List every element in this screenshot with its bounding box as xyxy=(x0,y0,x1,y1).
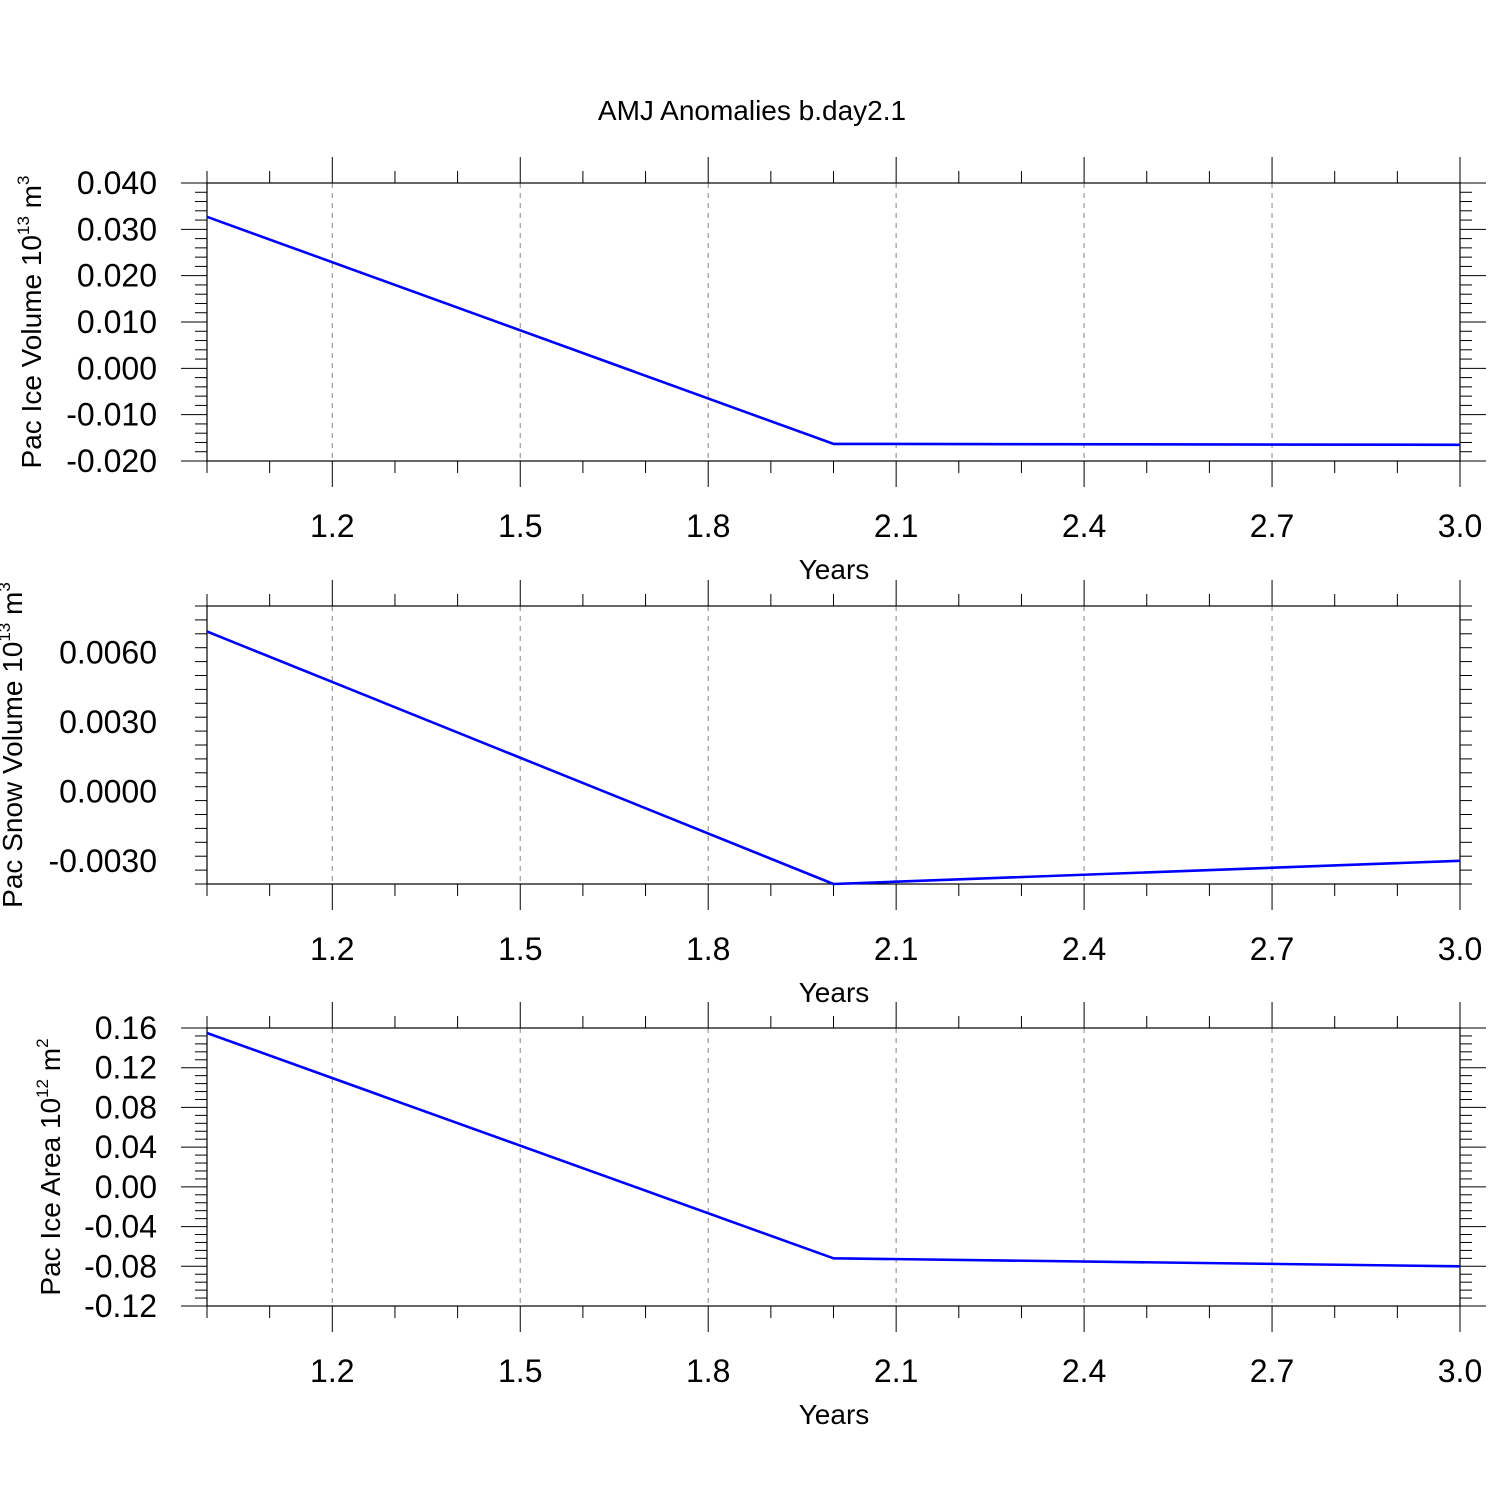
y-tick-label: 0.08 xyxy=(95,1089,157,1125)
chart-panel-2: 1.2 1.5 1.8 2.1 2.4 2.7 3.0 Years 0.0060 0.0030 0.… xyxy=(0,580,1482,1008)
x-tick-label: 1.5 xyxy=(498,508,542,544)
x-axis-label: Years xyxy=(799,554,870,585)
y-tick-label: -0.04 xyxy=(84,1209,157,1245)
y-axis-label: Pac Ice Area 1012 m2 xyxy=(33,1038,66,1295)
x-tick-label: 1.2 xyxy=(310,508,354,544)
x-tick-label: 1.8 xyxy=(686,1353,730,1389)
panels: 1.2 1.5 1.8 2.1 2.4 2.7 3.0 Years 0.040 0.030 0.02… xyxy=(0,157,1486,1430)
y-axis-label-superscript: 3 xyxy=(14,176,33,185)
y-axis-label-part: Pac Snow Volume 10 xyxy=(0,642,28,908)
x-tick-label: 2.4 xyxy=(1062,1353,1106,1389)
y-tick-label: 0.010 xyxy=(77,304,157,340)
x-tick-label: 1.5 xyxy=(498,931,542,967)
y-axis-label-superscript: 13 xyxy=(0,623,14,642)
series-line xyxy=(206,215,1461,447)
x-axis-label: Years xyxy=(799,1399,870,1430)
y-axis-label-part: m xyxy=(0,592,28,623)
y-tick-label: 0.030 xyxy=(77,211,157,247)
x-tick-label: 3.0 xyxy=(1438,931,1482,967)
y-axis-label: Pac Ice Volume 1013 m3 xyxy=(14,176,47,469)
x-tick-label: 1.8 xyxy=(686,931,730,967)
x-tick-label: 1.8 xyxy=(686,508,730,544)
x-tick-label: 2.4 xyxy=(1062,508,1106,544)
x-tick-label: 2.7 xyxy=(1250,931,1294,967)
y-tick-label: -0.12 xyxy=(84,1288,157,1324)
y-tick-label: -0.08 xyxy=(84,1248,157,1284)
y-tick-label: 0.12 xyxy=(95,1050,157,1086)
x-tick-label: 1.2 xyxy=(310,931,354,967)
y-axis-label-part: Pac Ice Area 10 xyxy=(35,1098,66,1296)
y-tick-label: 0.020 xyxy=(77,258,157,294)
chart-panel-1: 1.2 1.5 1.8 2.1 2.4 2.7 3.0 Years 0.040 0.030 0.02… xyxy=(14,157,1486,585)
chart-panel-3: 1.2 1.5 1.8 2.1 2.4 2.7 3.0 Years 0.16 0.120.08 0.… xyxy=(33,1002,1486,1430)
y-tick-label: -0.010 xyxy=(66,397,157,433)
x-tick-label: 1.5 xyxy=(498,1353,542,1389)
x-tick-label: 2.1 xyxy=(874,931,918,967)
y-axis-label-superscript: 12 xyxy=(33,1079,52,1098)
y-tick-label: 0.000 xyxy=(77,350,157,386)
y-tick-label: 0.0000 xyxy=(59,773,157,809)
x-tick-label: 1.2 xyxy=(310,1353,354,1389)
x-tick-label: 2.7 xyxy=(1250,1353,1294,1389)
x-tick-label: 3.0 xyxy=(1438,1353,1482,1389)
y-axis-label-part: m xyxy=(35,1048,66,1079)
y-tick-label: 0.0060 xyxy=(59,634,157,670)
y-tick-label: 0.00 xyxy=(95,1169,157,1205)
x-axis-label: Years xyxy=(799,977,870,1008)
y-tick-label: -0.020 xyxy=(66,443,157,479)
y-axis-label-superscript: 13 xyxy=(14,216,33,235)
y-tick-label: 0.040 xyxy=(77,165,157,201)
y-tick-label: 0.16 xyxy=(95,1010,157,1046)
x-tick-label: 2.1 xyxy=(874,1353,918,1389)
x-tick-label: 2.4 xyxy=(1062,931,1106,967)
y-axis-label-superscript: 2 xyxy=(33,1038,52,1047)
y-axis-label-part: Pac Ice Volume 10 xyxy=(16,235,47,468)
x-tick-label: 2.1 xyxy=(874,508,918,544)
y-tick-label: 0.0030 xyxy=(59,704,157,740)
chart-title: AMJ Anomalies b.day2.1 xyxy=(598,95,906,126)
y-axis-label: Pac Snow Volume 1013 m3 xyxy=(0,582,28,908)
x-tick-label: 3.0 xyxy=(1438,508,1482,544)
y-axis-label-part: m xyxy=(16,185,47,216)
y-tick-label: 0.04 xyxy=(95,1129,157,1165)
x-tick-label: 2.7 xyxy=(1250,508,1294,544)
y-axis-label-superscript: 3 xyxy=(0,582,14,591)
y-tick-label: -0.0030 xyxy=(48,843,157,879)
